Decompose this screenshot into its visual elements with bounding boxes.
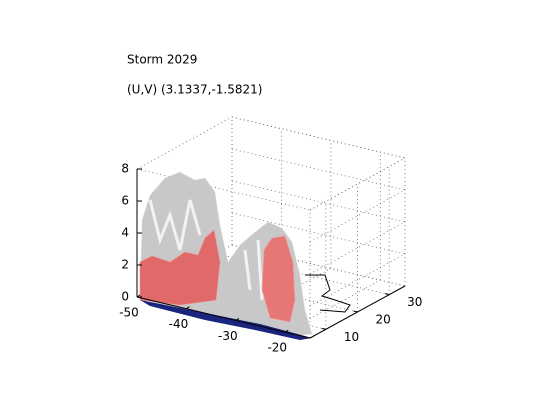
grid-line: [231, 180, 406, 223]
x-axis: [136, 296, 311, 339]
grid-line: [231, 244, 406, 287]
z-tick-label: 6: [121, 194, 129, 208]
y-tick: [385, 293, 390, 296]
x-tick: [186, 306, 190, 310]
chart-subtitle: (U,V) (3.1337,-1.5821): [127, 83, 262, 97]
surface-highlight: [148, 199, 264, 301]
red-surface: [261, 235, 296, 323]
isosurface: [139, 171, 351, 340]
z-tick-label: 4: [121, 226, 129, 240]
y-tick-label: 20: [376, 313, 391, 327]
y-tick: [321, 327, 326, 330]
x-tick-label: -40: [169, 317, 189, 331]
y-tick-label: 30: [407, 295, 422, 309]
x-tick-label: -30: [218, 329, 238, 343]
red-surface: [139, 229, 221, 306]
box-edge: [136, 168, 311, 211]
x-tick-label: -50: [119, 306, 139, 320]
z-tick-label: 8: [121, 162, 129, 176]
chart-title: Storm 2029: [127, 53, 197, 67]
grid-line: [216, 253, 390, 296]
y-tick-label: 10: [344, 330, 359, 344]
x-tick: [235, 318, 240, 321]
x-tick-label: -20: [267, 341, 287, 355]
floor-contour: [305, 274, 351, 313]
blue-base: [140, 300, 312, 340]
x-tick: [136, 294, 141, 298]
z-tick-label: 0: [121, 290, 129, 304]
y-tick: [353, 310, 358, 313]
grid-layer: [136, 116, 406, 339]
z-tick-label: 2: [121, 258, 129, 272]
x-tick: [285, 329, 289, 333]
grid-line: [231, 212, 406, 255]
grid-line: [231, 148, 406, 191]
grid-line: [231, 116, 406, 159]
axes-layer: 0 2 4 6 8 -50 -40 -30 -20 10 20 30: [119, 162, 422, 355]
